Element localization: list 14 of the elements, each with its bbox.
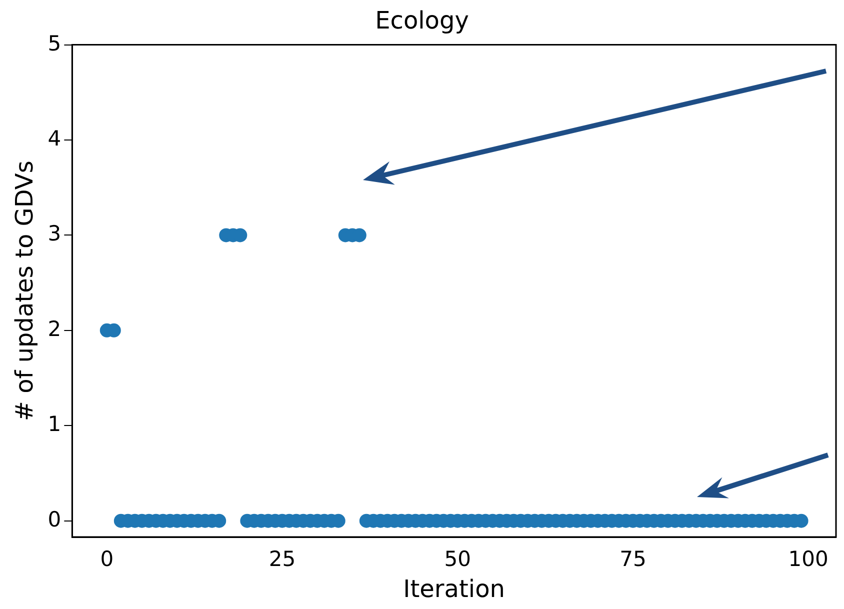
y-tick-label: 5	[48, 31, 62, 56]
x-tick-label: 75	[620, 547, 646, 572]
y-tick-label: 3	[48, 222, 62, 246]
x-tick-label: 0	[100, 547, 114, 572]
chart-title: Ecology	[375, 6, 469, 35]
x-tick-label: 25	[268, 547, 296, 572]
y-tick-label: 4	[48, 126, 62, 150]
x-tick-label: 100	[788, 547, 828, 572]
y-tick-label: 2	[48, 316, 62, 341]
x-axis-title: Iteration	[403, 574, 505, 603]
x-tick-label: 50	[444, 547, 471, 572]
y-axis-title: # of updates to GDVs	[10, 160, 39, 422]
y-tick-label: 1	[48, 412, 62, 436]
y-tick-label: 0	[48, 507, 62, 532]
